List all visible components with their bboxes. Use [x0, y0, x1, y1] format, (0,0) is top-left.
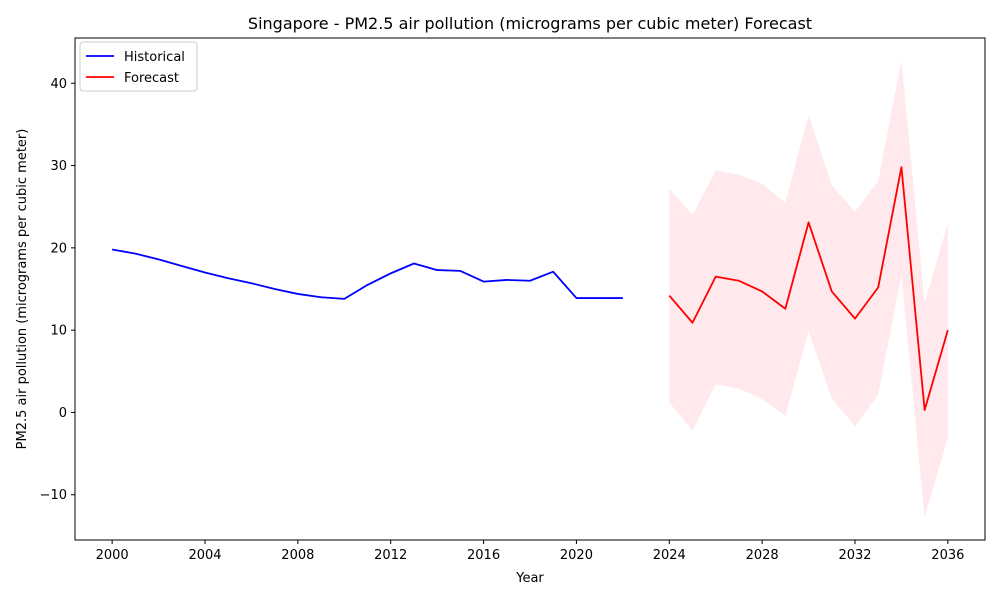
x-tick-label: 2020 — [560, 548, 593, 563]
x-tick-label: 2028 — [746, 548, 779, 563]
series-line-historical — [111, 248, 623, 300]
y-axis-title: PM2.5 air pollution (micrograms per cubi… — [15, 129, 30, 450]
x-tick-label: 2024 — [653, 548, 686, 563]
legend-label-forecast: Forecast — [124, 71, 179, 86]
confidence-band-layer — [669, 60, 948, 517]
x-axis-title: Year — [515, 571, 544, 586]
forecast-confidence-band — [669, 60, 948, 517]
y-tick-label: 10 — [50, 324, 67, 339]
x-tick-label: 2012 — [374, 548, 407, 563]
x-tick-label: 2008 — [281, 548, 314, 563]
legend-label-historical: Historical — [124, 50, 185, 65]
y-axis-ticks: −10 0 10 20 30 40 — [40, 77, 75, 503]
chart-title: Singapore - PM2.5 air pollution (microgr… — [248, 14, 812, 33]
x-axis-ticks: 2000 2004 2008 2012 2016 2020 2024 2028 2032 2036 — [96, 540, 964, 563]
series-lines-layer — [111, 166, 949, 411]
y-tick-label: 20 — [50, 241, 67, 256]
legend: Historical Forecast — [79, 41, 198, 92]
x-tick-label: 2036 — [931, 548, 964, 563]
x-tick-label: 2032 — [838, 548, 871, 563]
x-tick-label: 2000 — [96, 548, 129, 563]
y-tick-label: 40 — [50, 77, 67, 92]
legend-box — [79, 41, 198, 92]
y-tick-label: 0 — [59, 406, 67, 421]
y-tick-label: −10 — [40, 488, 67, 503]
series-line-forecast — [668, 166, 949, 411]
plot-area-frame — [74, 37, 986, 541]
x-tick-label: 2016 — [467, 548, 500, 563]
x-tick-label: 2004 — [188, 548, 221, 563]
y-tick-label: 30 — [50, 159, 67, 174]
